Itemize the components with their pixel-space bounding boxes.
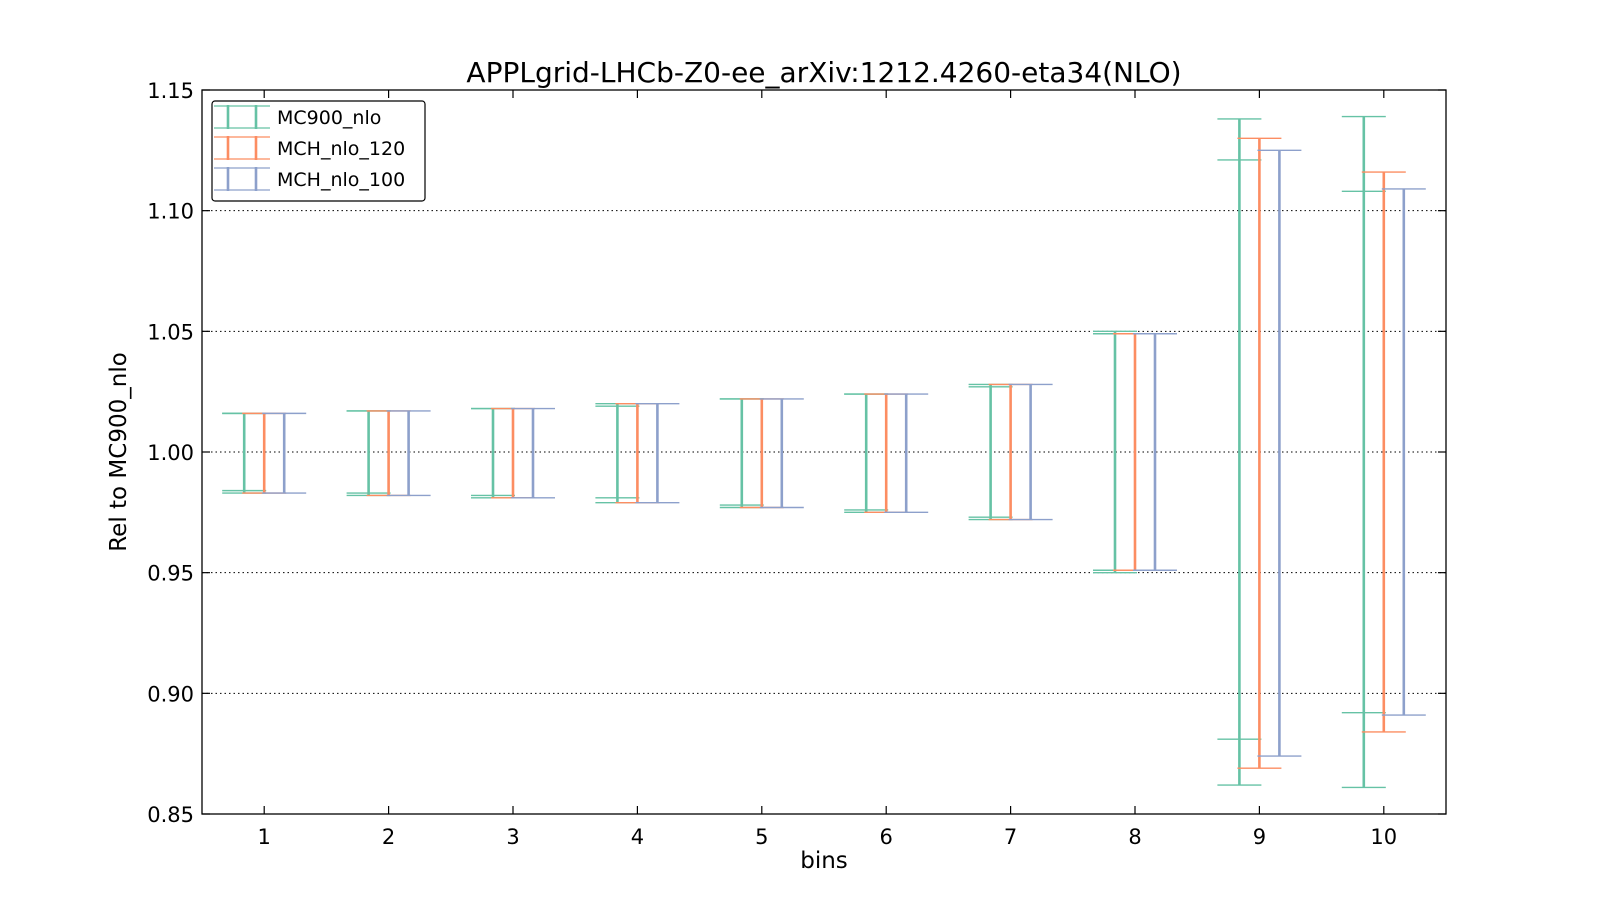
x-axis-label: bins [800,848,848,874]
y-axis-label: Rel to MC900_nlo [106,352,132,552]
y-tick-label: 0.95 [147,562,194,586]
y-tick-label: 1.05 [147,320,194,344]
legend-label: MC900_nlo [277,107,381,129]
series-MCH_nlo_100 [262,149,1426,757]
series-MCH_nlo_120 [242,137,1406,769]
x-tick-label: 8 [1128,825,1141,849]
x-tick-label: 10 [1370,825,1397,849]
x-tick-label: 2 [382,825,395,849]
series-marks [222,115,1426,789]
axis-ticks: 0.85 0.90 0.95 1.00 1.05 1.10 1.15 1 2 3 4 5 6 7 8 9 10 [147,79,1446,849]
legend: MC900_nlo MCH_nlo_120 MCH_nlo_100 [211,100,426,202]
x-tick-label: 4 [631,825,644,849]
legend-label: MCH_nlo_120 [277,138,405,160]
y-tick-label: 1.10 [147,200,194,224]
x-tick-label: 3 [506,825,519,849]
chart-title: APPLgrid-LHCb-Z0-ee_arXiv:1212.4260-eta3… [466,56,1181,89]
x-tick-label: 5 [755,825,768,849]
legend-box [211,100,426,202]
x-tick-label: 7 [1004,825,1017,849]
x-tick-label: 9 [1253,825,1266,849]
x-tick-label: 1 [258,825,271,849]
y-tick-label: 0.90 [147,682,194,706]
x-tick-label: 6 [880,825,893,849]
y-tick-label: 1.15 [147,79,194,103]
y-tick-label: 1.00 [147,441,194,465]
y-tick-label: 0.85 [147,803,194,827]
legend-label: MCH_nlo_100 [277,169,405,191]
